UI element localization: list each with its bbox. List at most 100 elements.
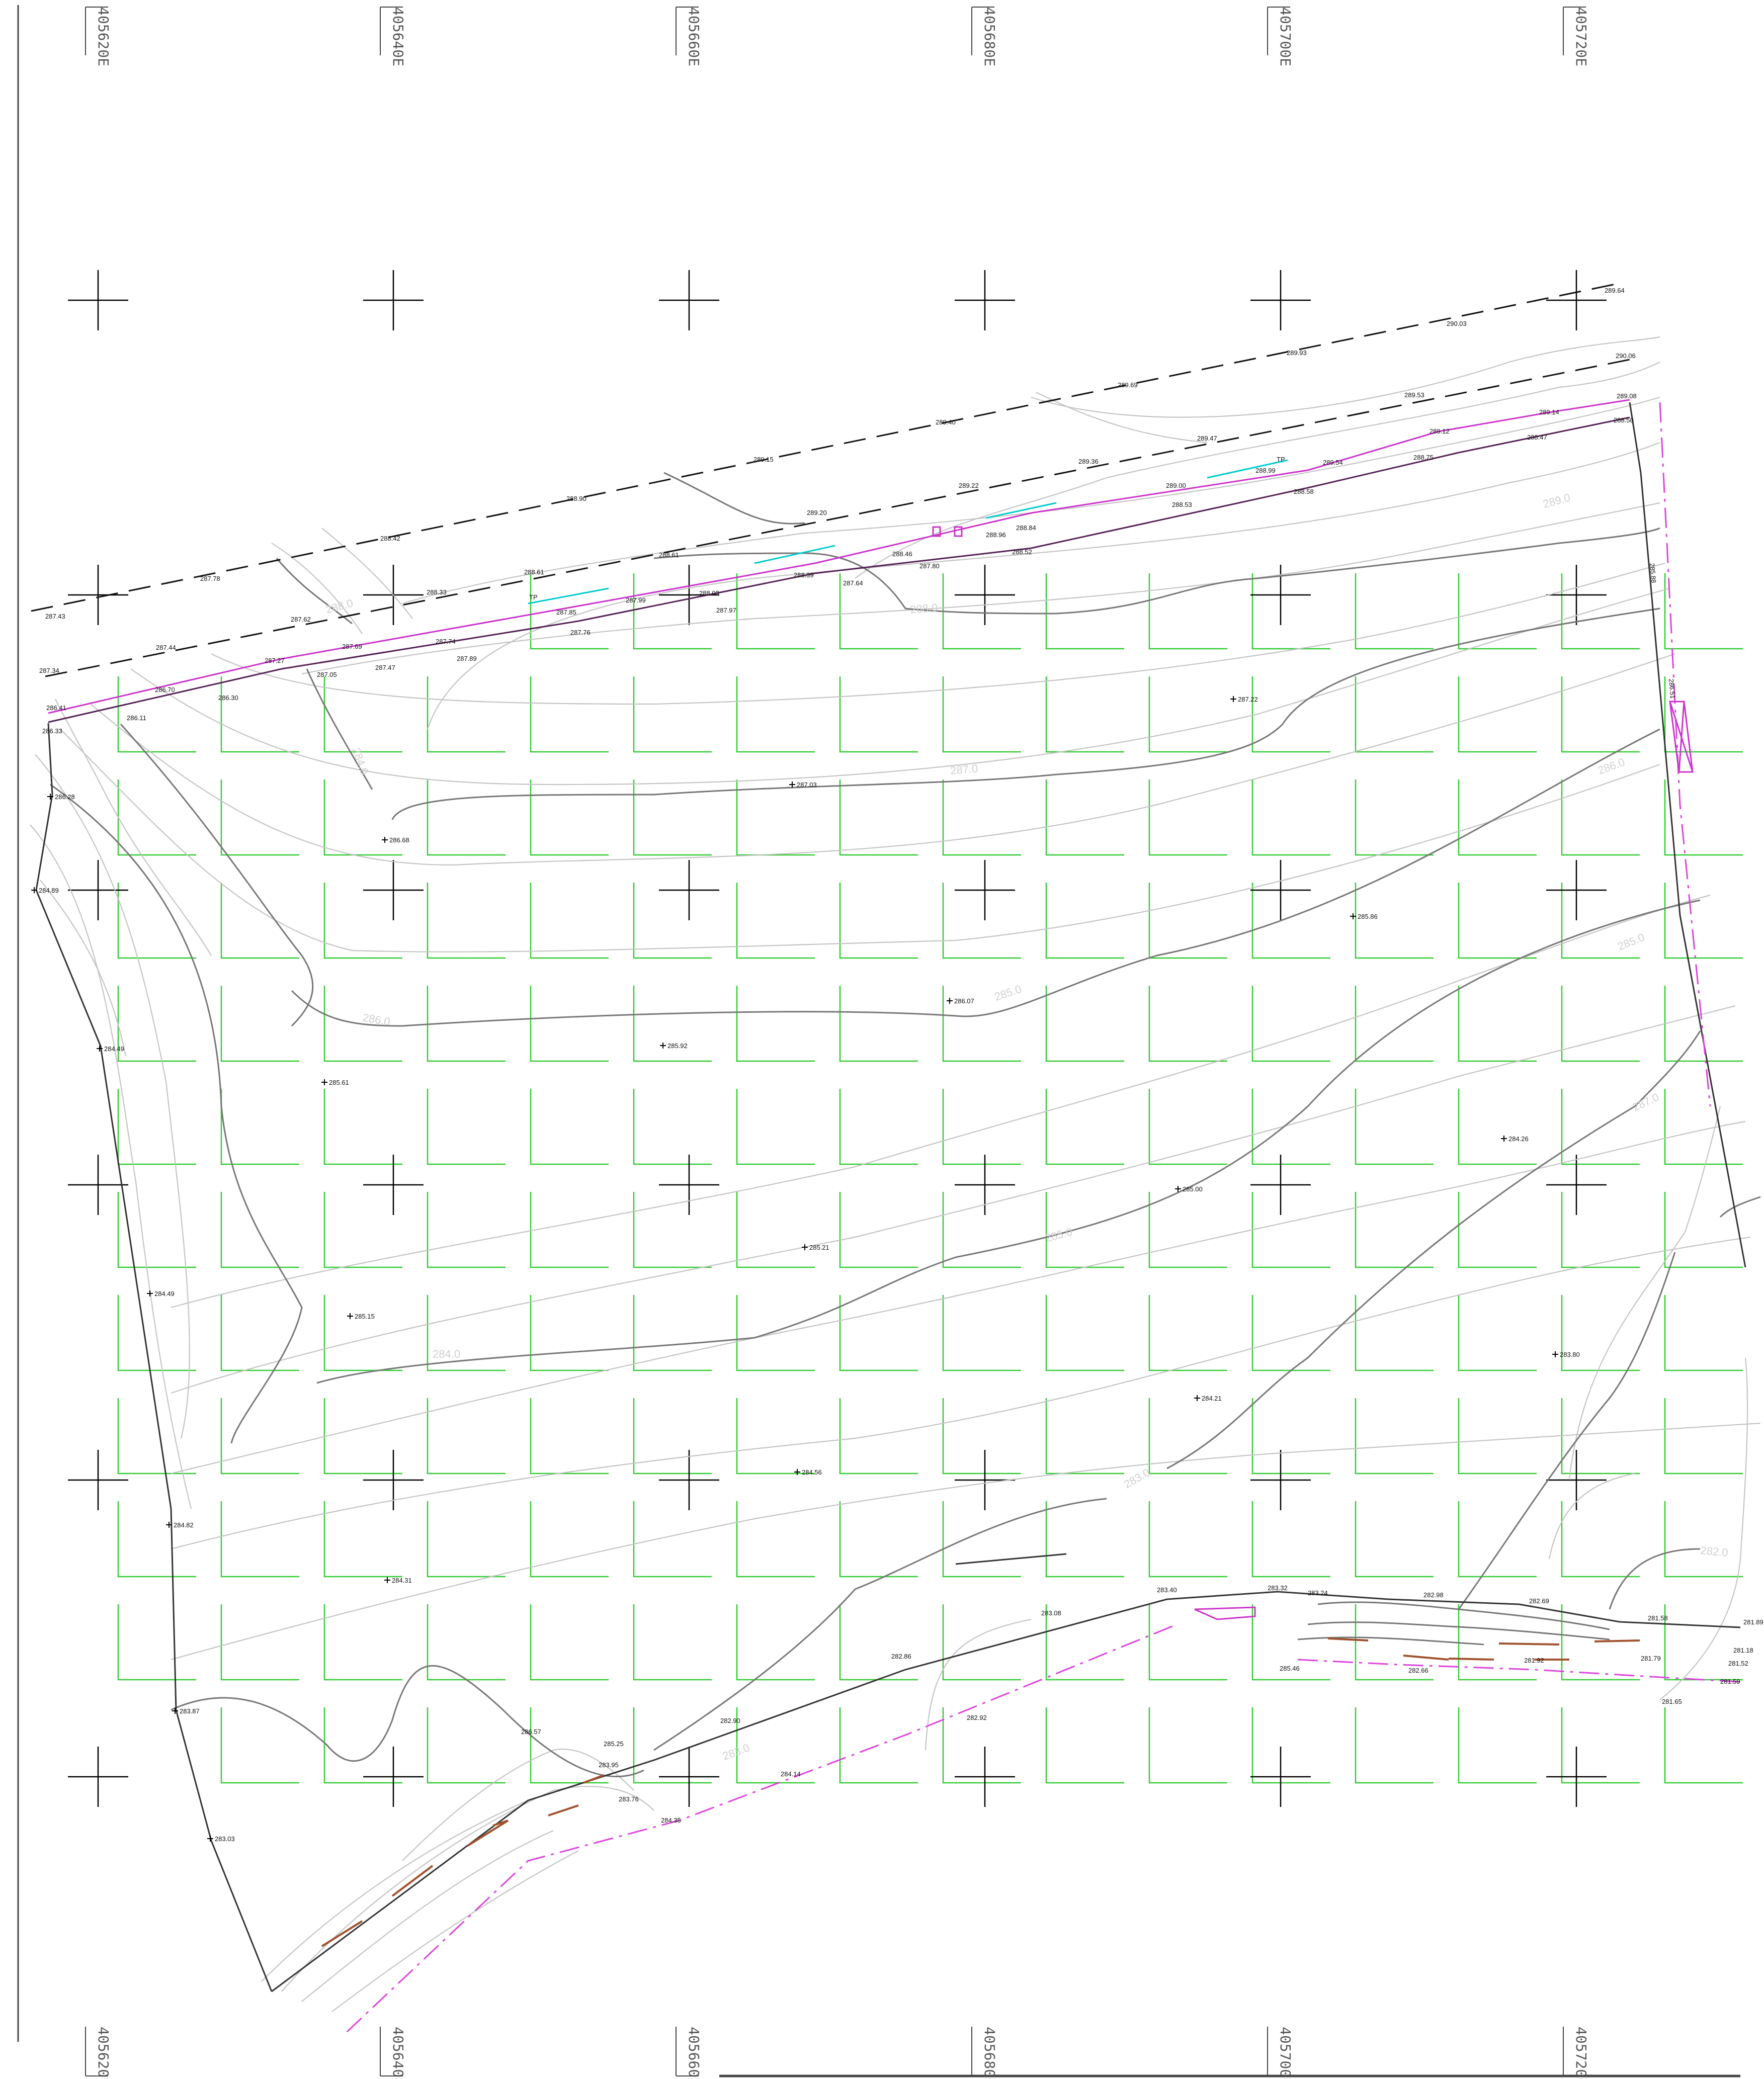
grid-cross [1546,860,1607,920]
spot-height-label: 283.80 [1560,1351,1580,1358]
contour-label: 285.0 [1616,931,1646,953]
kerb-level-label: 287.97 [716,607,736,614]
parking-bay-mark [427,883,506,959]
spot-height: 284.82 [166,1521,194,1529]
parking-bay-mark [427,676,506,753]
spot-height: 285.21 [802,1244,829,1251]
parking-bay-mark [1148,1604,1227,1681]
parking-bay-mark [1251,676,1330,753]
spot-height-label: 285.61 [329,1079,349,1086]
contour-label: 285.0 [1044,1225,1074,1244]
parking-bay-mark [1664,1604,1743,1681]
spot-height-label: 284.31 [392,1577,412,1584]
parking-bay-mark [1045,1604,1124,1681]
minor-contours [30,336,1761,2012]
grid-cross [1250,1155,1311,1215]
contour-label: 284.0 [433,1348,460,1360]
spot-heights: 287.22 287.03 286.68 285.86 286.07 285.92 285.… [31,696,1580,1843]
parking-bay-mark [1561,1398,1640,1475]
parking-bay-mark [530,573,609,650]
parking-bay-mark [839,1192,918,1268]
road-level-label: 290.06 [1616,352,1636,360]
parking-bay-mark [633,1192,712,1268]
level-label: 281.52 [1728,1660,1748,1667]
road-edge-labels: 287.43 287.78 288.42 288.90 289.15 289.4… [39,287,1636,674]
spot-height-label: 284.82 [174,1521,194,1529]
parking-bay-mark [1045,1501,1124,1578]
spot-height-label: 284.26 [1508,1135,1529,1143]
parking-bay-mark [530,1398,609,1475]
parking-bay-mark [839,1089,918,1165]
parking-bay-mark [1458,1398,1537,1475]
spot-height: 285.00 [1175,1185,1203,1193]
parking-bay-mark [633,779,712,856]
spot-height: 285.61 [321,1079,349,1086]
parking-bay-mark [220,883,299,959]
level-label: 286.57 [521,1728,541,1736]
spot-height: 283.87 [172,1707,200,1715]
spot-height: 287.03 [789,781,817,789]
boundary-line [271,1591,1741,1993]
spot-height-label: 285.86 [1358,913,1378,920]
contour-label: 289.0 [1542,491,1572,510]
level-label: 282.69 [1529,1597,1549,1605]
contour-line [331,1850,579,2012]
spot-height-label: 285.15 [355,1313,375,1320]
boundary-line [35,723,273,1992]
parking-bay-mark [220,1501,299,1578]
kerb-level-label: 287.27 [265,657,285,664]
kerb-level-label: 286.41 [46,704,66,712]
parking-bay-mark [736,779,815,856]
parking-bay-mark [117,1604,196,1681]
parking-bay-mark [530,1089,609,1165]
grid-cross [659,1747,719,1807]
grid-cross [68,1450,128,1510]
road-edge-south [45,359,1630,677]
parking-bay-mark [942,1192,1021,1268]
road-level-label: 287.62 [291,616,311,623]
kerb-level-label: 288.52 [1012,548,1032,556]
parking-bay-mark [1148,1089,1227,1165]
parking-bay-mark [1664,1707,1743,1784]
parking-bay-mark [942,1501,1021,1578]
parking-bay-mark [323,1707,402,1784]
parking-bay-mark [117,779,196,856]
water-line [528,587,609,604]
parking-bay-mark [530,779,609,856]
spot-height: 284.31 [384,1577,412,1584]
contour-line [855,362,1660,579]
level-label: 281.18 [1733,1647,1753,1654]
level-label: 285.88 [1648,563,1657,583]
parking-bay-mark [530,676,609,753]
grid-cross [68,1747,128,1807]
road-level-label: 288.42 [380,535,400,542]
spot-height-label: 285.00 [1183,1185,1203,1193]
spot-height: 284.26 [1501,1135,1529,1143]
parking-bay-mark [839,1604,918,1681]
feature-boxes [932,526,1694,1620]
kerb-level-label: 287.99 [626,596,646,604]
contour-line [171,1422,1761,1661]
parking-bay-mark [1148,1707,1227,1784]
parking-bay-mark [323,1604,402,1681]
south-labels: 283.40 283.32 283.24 282.98 282.69 281.5… [521,1584,1763,1824]
parking-bay-mark [736,1707,815,1784]
kerb-level-label: 288.75 [1413,454,1434,461]
parking-bay-mark [1045,986,1124,1062]
easting-label: 405660E [686,2027,702,2079]
easting-label: 405720E [1573,2027,1589,2079]
contour-label: 282.0 [1700,1544,1729,1559]
parking-bay-mark [942,779,1021,856]
kerb-line-upper [48,399,1630,714]
grid-cross [1250,1747,1311,1807]
parking-bay-mark [1045,883,1124,959]
road-level-label: 289.20 [807,509,827,516]
spot-height: 285.92 [660,1042,688,1050]
kerb-line-lower [48,416,1630,723]
parking-bay-mark [427,1192,506,1268]
parking-bay-mark [1561,1192,1640,1268]
level-label: 281.59 [1720,1678,1740,1685]
parking-bay-mark [1251,1604,1330,1681]
grid-cross [1546,1747,1607,1807]
